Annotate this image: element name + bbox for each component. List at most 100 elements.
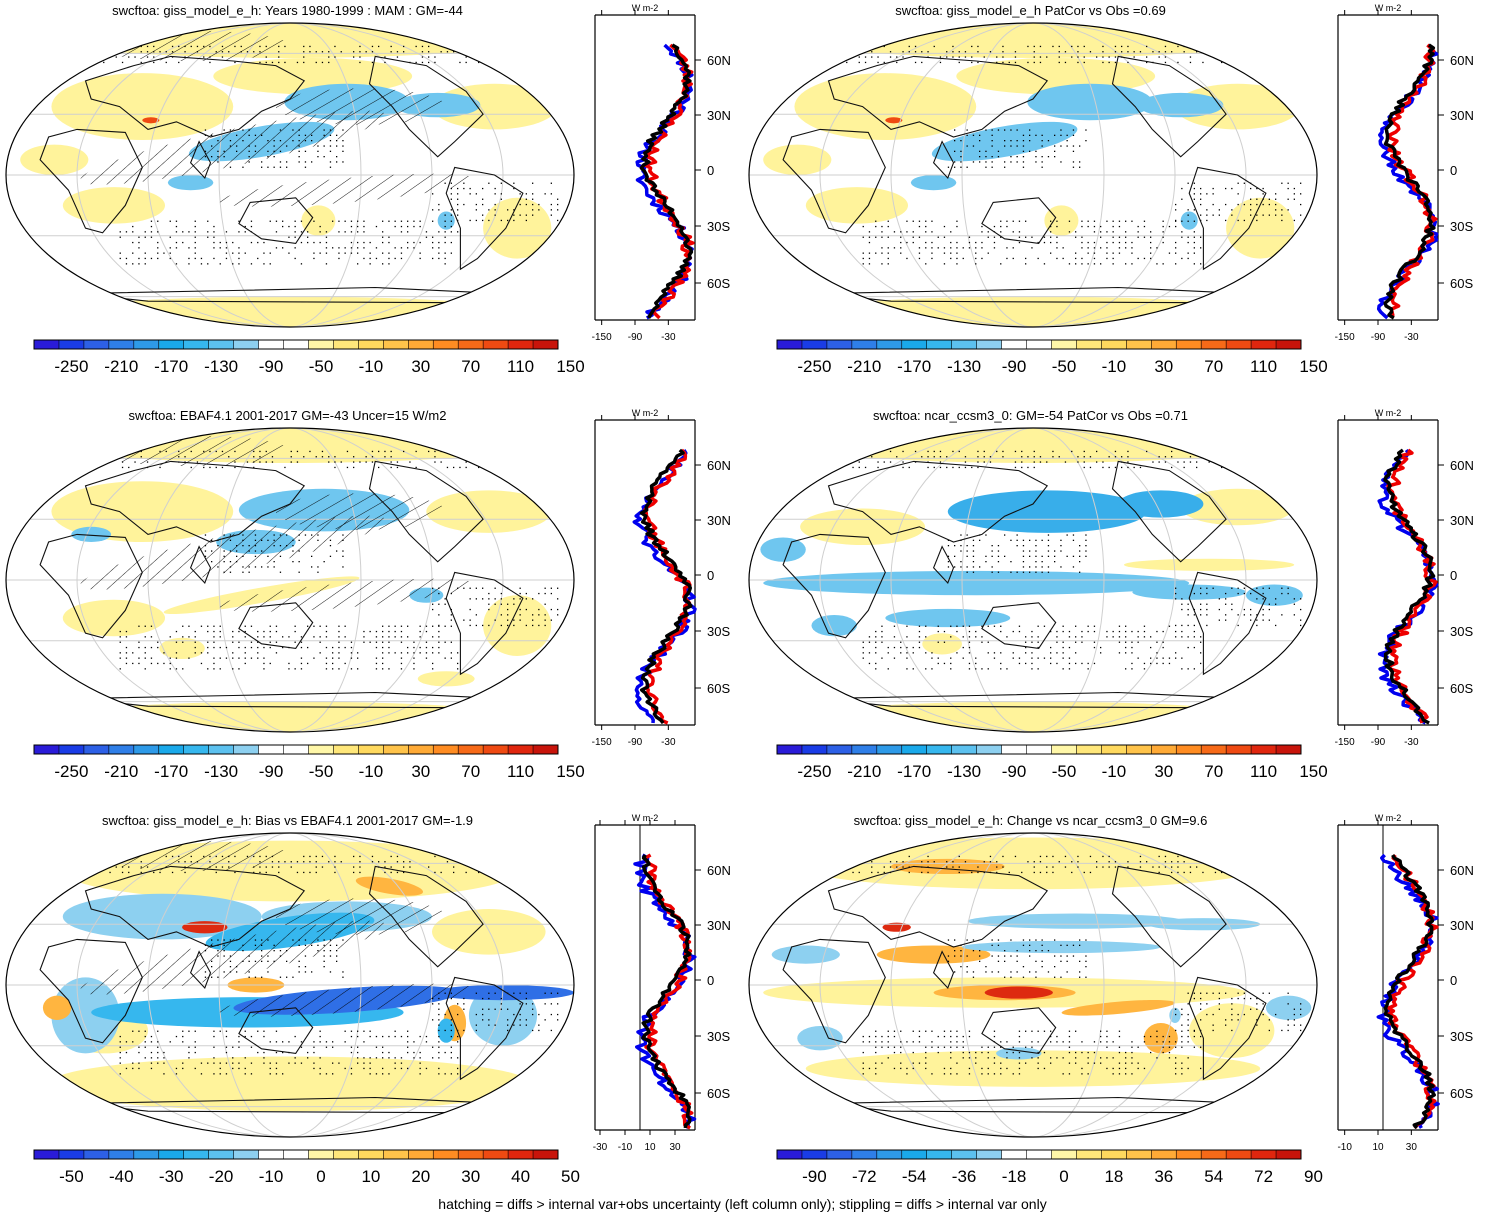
latitude-label: 60S: [707, 276, 730, 291]
latitude-label: 30N: [1450, 108, 1474, 123]
colorbar-swatch: [283, 1150, 309, 1159]
latitude-label: 30S: [707, 1029, 730, 1044]
colorbar-swatch: [383, 745, 409, 754]
profile-unit: W m-2: [632, 813, 659, 823]
colorbar-swatch: [1251, 340, 1277, 349]
latitude-label: 60N: [707, 53, 731, 68]
profile-line: [639, 43, 694, 319]
profile-unit: W m-2: [1375, 813, 1402, 823]
colorbar-swatch: [1001, 340, 1027, 349]
colorbar-label: -50: [1052, 357, 1077, 376]
colorbar-label: 36: [1154, 1167, 1173, 1186]
field-region: [777, 428, 1289, 463]
field-region: [797, 1026, 843, 1051]
profile-tick-label: 10: [1372, 1142, 1384, 1153]
field-region: [794, 73, 977, 141]
field-region: [1123, 558, 1295, 571]
latitude-label: 60S: [1450, 681, 1473, 696]
field-region: [800, 508, 926, 546]
colorbar-swatch: [901, 1150, 928, 1159]
colorbar-swatch: [333, 1150, 359, 1159]
latitude-label: 0: [1450, 973, 1457, 988]
colorbar-label: 50: [561, 1167, 580, 1186]
stippling: [777, 45, 1302, 265]
colorbar-swatch: [158, 340, 185, 349]
colorbar: -250 -210 -170 -130 -90 -50 -10 30 70 110 150: [776, 339, 1328, 376]
colorbar-label: 0: [316, 1167, 325, 1186]
panel-title: swcftoa: giss_model_e_h PatCor vs Obs =0…: [895, 3, 1166, 18]
colorbar-swatch: [1101, 745, 1127, 754]
colorbar-label: -50: [1052, 762, 1077, 781]
latitude-label: 0: [1450, 568, 1457, 583]
field-region: [885, 117, 903, 124]
colorbar-label: -10: [359, 357, 384, 376]
colorbar-label: -50: [59, 1167, 84, 1186]
colorbar-swatch: [1276, 340, 1302, 349]
colorbar-label: -210: [104, 762, 138, 781]
profile-line: [639, 448, 693, 725]
colorbar-swatch: [383, 340, 409, 349]
colorbar-swatch: [1276, 745, 1302, 754]
stippling: [777, 855, 1302, 1075]
colorbar-swatch: [901, 745, 928, 754]
latitude-label: 30S: [1450, 1029, 1473, 1044]
colorbar-swatch: [233, 745, 259, 754]
colorbar-swatch: [34, 745, 60, 754]
hatching-region: [80, 920, 387, 995]
map-border: [5, 427, 575, 733]
colorbar-swatch: [208, 340, 234, 349]
profile-tick-label: -90: [628, 332, 643, 343]
colorbar-label: 110: [507, 762, 534, 781]
colorbar-label: 150: [1299, 357, 1327, 376]
colorbar-label: 30: [411, 762, 430, 781]
field-region: [996, 1047, 1042, 1060]
colorbar-swatch: [483, 745, 509, 754]
colorbar-swatch: [283, 340, 309, 349]
colorbar-label: -130: [947, 357, 981, 376]
colorbar-swatch: [801, 1150, 828, 1159]
colorbar-swatch: [951, 1150, 977, 1159]
colorbar-swatch: [826, 1150, 853, 1159]
field-region: [48, 1056, 532, 1112]
map: [5, 22, 575, 328]
panel-5: -50 -40 -30 -20 -10 0 10 20 30 40 50 W m-2 -30 -10 10 3…: [0, 810, 742, 1215]
colorbar-label: -130: [947, 762, 981, 781]
latitude-label: 30N: [1450, 918, 1474, 933]
colorbar-label: -170: [897, 762, 931, 781]
zonal-mean-profile: W m-2 -30 -10 10 30 60N 30N 0 30S 60S: [593, 813, 731, 1153]
hatching-region: [219, 983, 475, 1017]
stippling: [783, 450, 1302, 670]
colorbar-label: 30: [1154, 357, 1173, 376]
panel-4: -250 -210 -170 -130 -90 -50 -10 30 70 110 150 W m-2…: [743, 405, 1485, 810]
colorbar-label: -250: [54, 357, 88, 376]
panel-title: swcftoa: EBAF4.1 2001-2017 GM=-43 Uncer=…: [128, 408, 447, 423]
colorbar-swatch: [1126, 745, 1152, 754]
panel-2: -250 -210 -170 -130 -90 -50 -10 30 70 110 150 W m-2…: [743, 0, 1485, 405]
field-region: [426, 840, 495, 856]
colorbar-label: 70: [1204, 357, 1223, 376]
colorbar-swatch: [408, 340, 434, 349]
profile-tick-label: -150: [1335, 332, 1355, 343]
colorbar-swatch: [1251, 745, 1277, 754]
colorbar: -250 -210 -170 -130 -90 -50 -10 30 70 110 150: [33, 744, 585, 781]
colorbar-swatch: [1051, 340, 1077, 349]
latitude-label: 30N: [1450, 513, 1474, 528]
field-region: [962, 940, 1161, 954]
map: [5, 832, 575, 1138]
profile-tick-label: -90: [628, 737, 643, 748]
field-region: [891, 858, 1005, 875]
colorbar-swatch: [233, 340, 259, 349]
colorbar-swatch: [508, 1150, 534, 1159]
colorbar-swatch: [83, 745, 110, 754]
colorbar-swatch: [801, 340, 828, 349]
graticule: [749, 428, 1317, 732]
colorbar-swatch: [433, 340, 459, 349]
field-region: [805, 187, 909, 224]
profile-unit: W m-2: [632, 3, 659, 13]
colorbar-swatch: [1026, 1150, 1052, 1159]
colorbar-label: 150: [1299, 762, 1327, 781]
field-region: [167, 175, 214, 191]
field-region: [885, 608, 1011, 628]
colorbar-swatch: [208, 745, 234, 754]
map: [5, 427, 575, 733]
